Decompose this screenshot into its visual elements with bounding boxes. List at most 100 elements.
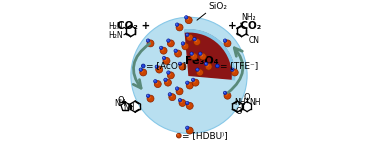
Circle shape	[198, 52, 202, 56]
Circle shape	[160, 47, 167, 54]
Circle shape	[182, 43, 189, 50]
Circle shape	[180, 64, 183, 67]
Circle shape	[169, 94, 176, 101]
Text: NH: NH	[249, 98, 260, 107]
Circle shape	[206, 64, 209, 67]
Circle shape	[197, 69, 198, 70]
Circle shape	[167, 40, 169, 41]
Circle shape	[179, 99, 186, 106]
Circle shape	[191, 53, 198, 60]
Circle shape	[170, 95, 172, 97]
Circle shape	[168, 93, 172, 96]
Circle shape	[194, 38, 200, 45]
Circle shape	[162, 56, 166, 60]
Circle shape	[164, 78, 167, 82]
Circle shape	[181, 42, 185, 45]
Circle shape	[164, 58, 167, 61]
Text: O: O	[235, 107, 242, 116]
Circle shape	[186, 82, 187, 83]
Circle shape	[131, 17, 247, 133]
Circle shape	[169, 73, 171, 75]
Circle shape	[163, 57, 170, 64]
Circle shape	[176, 88, 183, 95]
Circle shape	[185, 17, 192, 24]
Circle shape	[192, 54, 194, 57]
Circle shape	[186, 102, 193, 109]
Circle shape	[186, 81, 189, 85]
Circle shape	[169, 41, 171, 43]
Wedge shape	[185, 30, 234, 79]
Circle shape	[186, 127, 187, 128]
Circle shape	[232, 70, 235, 73]
Circle shape	[184, 16, 188, 19]
Circle shape	[182, 42, 183, 44]
Circle shape	[176, 24, 183, 31]
Circle shape	[224, 40, 231, 47]
Circle shape	[187, 128, 190, 131]
Circle shape	[176, 87, 177, 89]
Text: CN: CN	[248, 36, 259, 45]
Circle shape	[177, 133, 181, 138]
Circle shape	[175, 87, 179, 90]
Circle shape	[179, 63, 180, 64]
Circle shape	[190, 52, 194, 56]
Text: NH: NH	[115, 99, 126, 108]
Circle shape	[169, 93, 170, 94]
Circle shape	[140, 69, 147, 76]
Circle shape	[155, 65, 158, 69]
Circle shape	[186, 34, 193, 41]
Circle shape	[161, 48, 164, 51]
Circle shape	[146, 39, 150, 42]
Circle shape	[183, 44, 186, 46]
Circle shape	[164, 79, 166, 80]
Circle shape	[148, 96, 151, 99]
Circle shape	[186, 33, 189, 37]
FancyArrowPatch shape	[133, 44, 150, 88]
Circle shape	[160, 47, 161, 48]
Circle shape	[215, 64, 219, 68]
Circle shape	[156, 66, 163, 73]
Circle shape	[146, 94, 150, 98]
Circle shape	[147, 40, 148, 41]
Circle shape	[224, 40, 225, 41]
Circle shape	[157, 67, 160, 70]
Circle shape	[178, 62, 182, 66]
Circle shape	[204, 62, 208, 66]
Text: = [AcO⁻]: = [AcO⁻]	[146, 61, 186, 70]
Circle shape	[174, 49, 177, 53]
Circle shape	[175, 23, 179, 26]
Circle shape	[160, 46, 163, 50]
Circle shape	[154, 80, 155, 81]
Circle shape	[177, 25, 180, 27]
Circle shape	[185, 16, 186, 17]
Circle shape	[148, 41, 151, 43]
Circle shape	[167, 39, 170, 42]
Circle shape	[196, 68, 199, 71]
Circle shape	[177, 89, 180, 91]
Circle shape	[186, 18, 189, 20]
Circle shape	[231, 69, 238, 76]
Circle shape	[186, 102, 187, 103]
Circle shape	[177, 134, 179, 136]
Text: NH₂: NH₂	[241, 13, 256, 22]
Circle shape	[154, 81, 161, 88]
Text: CO₂ +: CO₂ +	[117, 21, 150, 31]
Text: H₂N: H₂N	[108, 32, 122, 41]
Circle shape	[176, 51, 178, 54]
Text: = [TFE⁻]: = [TFE⁻]	[220, 61, 258, 70]
Text: O: O	[244, 92, 250, 102]
Text: SiO₂: SiO₂	[209, 2, 228, 11]
Circle shape	[163, 57, 164, 58]
Circle shape	[186, 82, 193, 89]
Circle shape	[205, 63, 212, 70]
Circle shape	[231, 68, 234, 71]
Circle shape	[199, 53, 201, 54]
Circle shape	[186, 34, 187, 35]
Circle shape	[167, 40, 174, 47]
Circle shape	[187, 83, 190, 86]
Circle shape	[223, 91, 227, 95]
Circle shape	[140, 69, 141, 70]
Circle shape	[179, 99, 180, 100]
Circle shape	[155, 82, 158, 84]
Circle shape	[225, 93, 228, 96]
